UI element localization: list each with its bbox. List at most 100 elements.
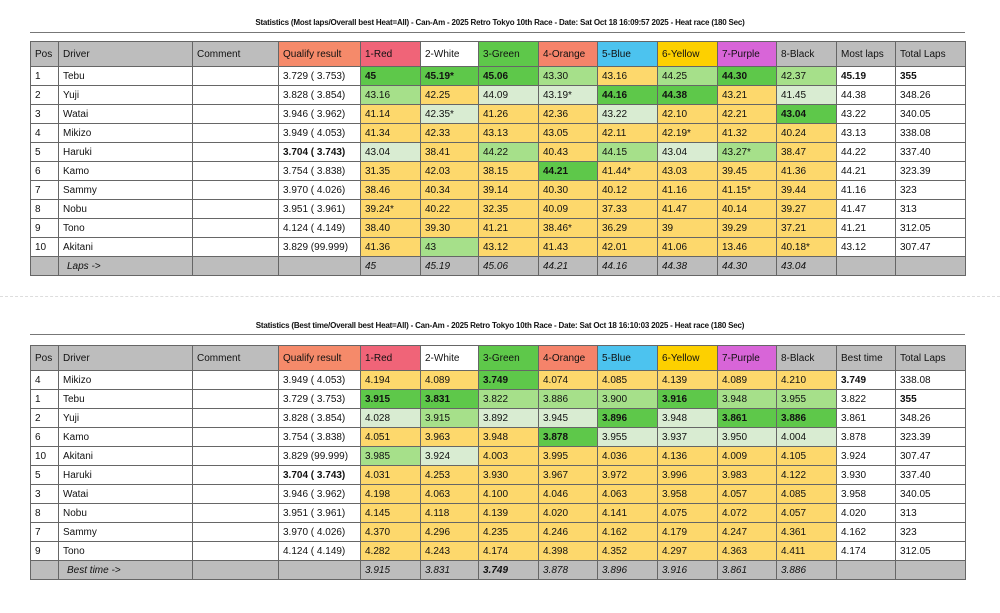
footer-value: 44.16 <box>597 256 658 276</box>
pos-cell: 4 <box>30 370 59 390</box>
footer-value: 3.878 <box>538 560 598 580</box>
lane-cell: 4.141 <box>597 503 658 523</box>
lane-cell: 41.32 <box>717 123 777 143</box>
table-title-best-time: Statistics (Best time/Overall best Heat=… <box>255 321 745 330</box>
comment-cell <box>192 408 279 428</box>
pos-cell: 5 <box>30 142 59 162</box>
lane-cell: 42.01 <box>597 237 658 257</box>
lane-cell: 4.089 <box>717 370 777 390</box>
column-header: 8-Black <box>776 41 837 67</box>
divider <box>30 334 965 335</box>
footer-value: 44.21 <box>538 256 598 276</box>
pos-cell: 8 <box>30 503 59 523</box>
footer-value: 3.749 <box>478 560 539 580</box>
lane-cell: 42.37 <box>776 66 837 86</box>
summary-cell: 3.749 <box>836 370 896 390</box>
lane-cell: 44.21 <box>538 161 598 181</box>
qualify-cell: 3.754 ( 3.838) <box>278 161 361 181</box>
lane-cell: 45 <box>360 66 421 86</box>
lane-cell: 4.174 <box>478 541 539 561</box>
lane-cell: 43.19* <box>538 85 598 105</box>
total-laps-cell: 323 <box>895 522 966 542</box>
comment-cell <box>192 123 279 143</box>
lane-cell: 43.16 <box>597 66 658 86</box>
driver-cell: Mikizo <box>58 123 193 143</box>
lane-cell: 4.009 <box>717 446 777 466</box>
comment-cell <box>192 389 279 409</box>
total-laps-cell: 312.05 <box>895 218 966 238</box>
lane-cell: 39 <box>657 218 718 238</box>
page-separator <box>0 296 1000 297</box>
lane-cell: 4.198 <box>360 484 421 504</box>
lane-cell: 39.44 <box>776 180 837 200</box>
lane-cell: 44.25 <box>657 66 718 86</box>
footer-value: 3.916 <box>657 560 718 580</box>
column-header: 1-Red <box>360 345 421 371</box>
lane-cell: 41.47 <box>657 199 718 219</box>
lane-cell: 4.057 <box>717 484 777 504</box>
lane-cell: 44.16 <box>597 85 658 105</box>
summary-cell: 43.13 <box>836 123 896 143</box>
lane-cell: 4.282 <box>360 541 421 561</box>
pos-cell: 6 <box>30 427 59 447</box>
column-header: Total Laps <box>895 41 966 67</box>
column-header: 5-Blue <box>597 345 658 371</box>
qualify-cell: 3.946 ( 3.962) <box>278 104 361 124</box>
qualify-cell: 4.124 ( 4.149) <box>278 541 361 561</box>
qualify-cell: 3.829 (99.999) <box>278 237 361 257</box>
lane-cell: 13.46 <box>717 237 777 257</box>
total-laps-cell: 348.26 <box>895 408 966 428</box>
lane-cell: 4.031 <box>360 465 421 485</box>
lane-cell: 40.43 <box>538 142 598 162</box>
comment-cell <box>192 465 279 485</box>
lane-cell: 4.363 <box>717 541 777 561</box>
lane-cell: 42.25 <box>420 85 479 105</box>
total-laps-cell: 348.26 <box>895 85 966 105</box>
lane-cell: 4.072 <box>717 503 777 523</box>
lane-cell: 40.24 <box>776 123 837 143</box>
total-laps-cell: 338.08 <box>895 123 966 143</box>
total-laps-cell: 323.39 <box>895 427 966 447</box>
lane-cell: 4.036 <box>597 446 658 466</box>
driver-cell: Tono <box>58 218 193 238</box>
column-header: Qualify result <box>278 41 361 67</box>
summary-cell: 4.020 <box>836 503 896 523</box>
lane-cell: 4.145 <box>360 503 421 523</box>
lane-cell: 3.915 <box>360 389 421 409</box>
pos-cell: 10 <box>30 446 59 466</box>
pos-cell: 1 <box>30 389 59 409</box>
table-row: 2 Yuji 3.828 ( 3.854) 43.16 42.25 44.09 43.19*… <box>30 85 966 105</box>
pos-cell: 7 <box>30 522 59 542</box>
lane-cell: 39.14 <box>478 180 539 200</box>
pos-cell: 2 <box>30 85 59 105</box>
lane-cell: 42.21 <box>717 104 777 124</box>
lane-cell: 3.896 <box>597 408 658 428</box>
summary-cell: 41.47 <box>836 199 896 219</box>
lane-cell: 40.09 <box>538 199 598 219</box>
lane-cell: 41.06 <box>657 237 718 257</box>
lane-cell: 4.411 <box>776 541 837 561</box>
comment-cell <box>192 199 279 219</box>
table-row: 2 Yuji 3.828 ( 3.854) 4.028 3.915 3.892 3.945 3… <box>30 408 966 428</box>
lane-cell: 43.21 <box>717 85 777 105</box>
qualify-cell: 3.949 ( 4.053) <box>278 370 361 390</box>
qualify-cell: 3.754 ( 3.838) <box>278 427 361 447</box>
divider <box>30 32 965 33</box>
empty-cell <box>30 560 59 580</box>
lane-cell: 4.243 <box>420 541 479 561</box>
lane-cell: 4.085 <box>597 370 658 390</box>
table-row: 6 Kamo 3.754 ( 3.838) 4.051 3.963 3.948 3.878 3… <box>30 427 966 447</box>
lane-cell: 41.43 <box>538 237 598 257</box>
comment-cell <box>192 503 279 523</box>
qualify-cell: 3.951 ( 3.961) <box>278 503 361 523</box>
lane-cell: 43.27* <box>717 142 777 162</box>
lane-cell: 31.35 <box>360 161 421 181</box>
lane-cell: 4.020 <box>538 503 598 523</box>
lane-cell: 41.36 <box>360 237 421 257</box>
empty-cell <box>30 256 59 276</box>
lane-cell: 40.30 <box>538 180 598 200</box>
lane-cell: 4.105 <box>776 446 837 466</box>
lane-cell: 3.972 <box>597 465 658 485</box>
footer-value: 3.861 <box>717 560 777 580</box>
table-row: 1 Tebu 3.729 ( 3.753) 3.915 3.831 3.822 3.886 3… <box>30 389 966 409</box>
